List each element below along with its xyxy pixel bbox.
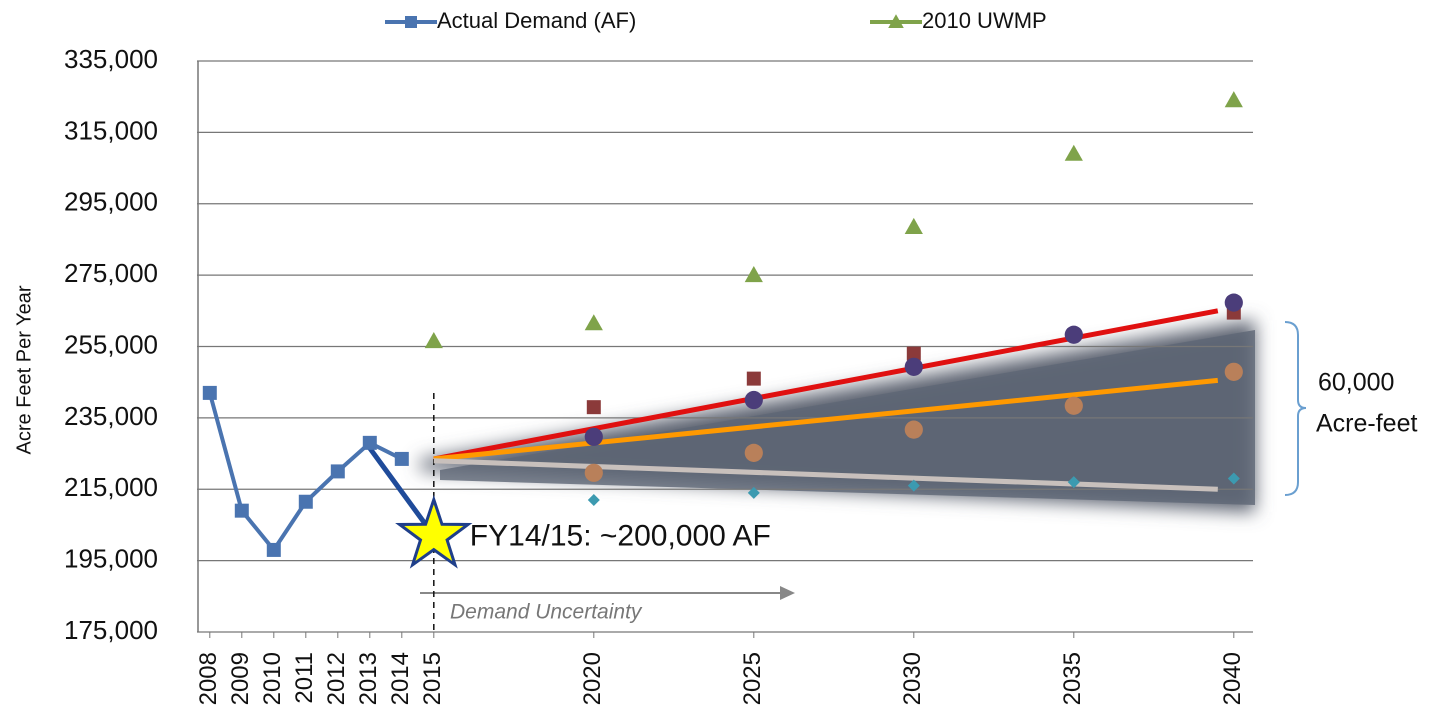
marker [744, 266, 763, 283]
marker [362, 435, 377, 450]
y-tick-label: 215,000 [64, 472, 158, 502]
star-label: FY14/15: ~200,000 AF [470, 520, 771, 553]
marker [1224, 293, 1243, 312]
marker [234, 503, 249, 518]
x-tick-label: 2015 [419, 652, 446, 705]
marker [586, 400, 601, 415]
series-line [207, 392, 403, 554]
arrow-head [780, 586, 795, 600]
x-tick-label: 2035 [1059, 652, 1086, 705]
marker [904, 420, 923, 439]
x-tick-label: 2030 [899, 652, 926, 705]
marker [266, 542, 281, 557]
marker [1224, 362, 1243, 381]
marker [1227, 472, 1240, 485]
marker [744, 390, 763, 410]
marker [907, 479, 920, 492]
marker [587, 493, 600, 506]
legend-label: Actual Demand (AF) [437, 8, 636, 33]
arrow-label: Demand Uncertainty [450, 601, 643, 624]
x-tick-label: 2012 [323, 652, 350, 705]
marker [584, 427, 603, 446]
legend-label: 2010 UWMP [922, 8, 1047, 33]
x-tick-label: 2010 [259, 652, 286, 705]
x-tick-label: 2040 [1219, 652, 1246, 705]
bracket-label: Acre-feet [1316, 410, 1417, 438]
marker [584, 463, 603, 482]
trend-line [433, 308, 1219, 462]
x-tick-label: 2013 [355, 652, 382, 705]
y-tick-label: 255,000 [64, 329, 158, 359]
marker [1064, 144, 1083, 161]
x-tick-label: 2014 [387, 652, 414, 705]
y-tick-label: 335,000 [64, 44, 158, 74]
marker [1224, 91, 1243, 108]
marker [202, 385, 217, 400]
marker [298, 494, 313, 509]
marker [394, 451, 409, 466]
marker [888, 14, 904, 28]
marker [424, 332, 443, 349]
bracket-label: 60,000 [1318, 369, 1394, 397]
bracket [1284, 321, 1307, 496]
y-tick-label: 275,000 [64, 258, 158, 288]
x-tick-label: 2009 [227, 652, 254, 705]
marker [584, 314, 603, 331]
trend-line [367, 446, 436, 538]
marker [744, 443, 763, 462]
marker [747, 486, 760, 499]
x-tick-label: 2008 [195, 652, 222, 705]
x-tick-label: 2025 [739, 652, 766, 705]
star [395, 494, 473, 569]
trend-line [433, 377, 1219, 462]
y-tick-label: 175,000 [64, 615, 158, 645]
marker [904, 357, 923, 376]
y-tick-label: 235,000 [64, 401, 158, 431]
marker [405, 16, 417, 28]
marker [1064, 396, 1083, 415]
y-tick-label: 295,000 [64, 187, 158, 217]
trend-line [433, 458, 1218, 492]
x-tick-label: 2020 [579, 652, 606, 705]
marker [746, 371, 761, 386]
marker [1067, 476, 1080, 489]
y-axis-label: Acre Feet Per Year [13, 285, 35, 454]
marker [904, 217, 923, 234]
marker [1064, 325, 1083, 344]
y-tick-label: 315,000 [64, 115, 158, 145]
marker [330, 464, 345, 479]
marker [906, 346, 921, 361]
x-tick-label: 2011 [291, 652, 318, 704]
y-tick-label: 195,000 [64, 544, 158, 574]
